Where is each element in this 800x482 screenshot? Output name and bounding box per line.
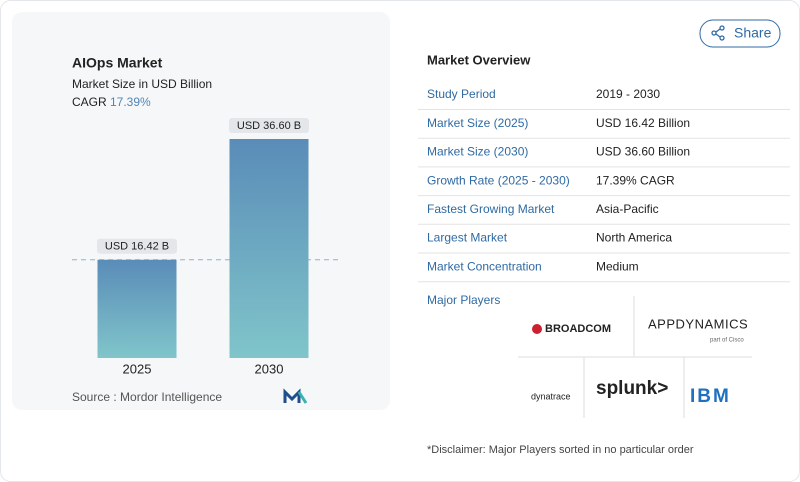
share-icon: [711, 25, 725, 41]
row-value: USD 16.42 Billion: [596, 116, 690, 130]
value-label-box: [97, 238, 177, 254]
x-tick-label: 2030: [255, 361, 284, 376]
row-label: Growth Rate (2025 - 2030): [427, 173, 570, 187]
cagr-label: CAGR: [72, 95, 107, 109]
bar: [97, 259, 177, 358]
player-grid: [518, 296, 752, 418]
chart-card: [12, 12, 390, 410]
x-tick-label: 2025: [123, 361, 152, 376]
row-value: Medium: [596, 259, 639, 273]
broadcom-logo: BROADCOM: [545, 323, 611, 335]
players-title: Major Players: [427, 293, 500, 307]
row-label: Market Size (2025): [427, 116, 528, 130]
share-label: Share: [734, 25, 772, 41]
row-label: Fastest Growing Market: [427, 202, 555, 216]
row-value: USD 36.60 Billion: [596, 145, 690, 159]
overview-title: Market Overview: [427, 52, 531, 67]
row-value: North America: [596, 231, 672, 245]
broadcom-icon: [532, 324, 542, 334]
value-label: USD 16.42 B: [105, 241, 169, 253]
row-label: Study Period: [427, 87, 496, 101]
appdynamics-logo: APPDYNAMICS: [648, 316, 748, 331]
mi-logo: [283, 388, 308, 404]
row-value: 17.39% CAGR: [596, 173, 675, 187]
cagr-value: 17.39%: [110, 95, 151, 109]
chart-title: AIOps Market: [72, 55, 163, 71]
splunk-logo: splunk>: [596, 378, 668, 399]
ibm-logo: IBM: [690, 386, 731, 407]
source: Source : Mordor Intelligence: [72, 390, 222, 404]
value-label-box: [229, 118, 309, 133]
bar: [229, 139, 309, 358]
appdynamics-sub: part of Cisco: [710, 338, 744, 344]
chart-subtitle: Market Size in USD Billion: [72, 77, 212, 91]
row-label: Market Concentration: [427, 259, 542, 273]
value-label: USD 36.60 B: [237, 120, 301, 132]
row-value: Asia-Pacific: [596, 202, 659, 216]
disclaimer: *Disclaimer: Major Players sorted in no …: [427, 444, 694, 456]
row-label: Market Size (2030): [427, 145, 528, 159]
dynatrace-logo: dynatrace: [531, 391, 571, 401]
row-label: Largest Market: [427, 231, 508, 245]
row-value: 2019 - 2030: [596, 87, 660, 101]
